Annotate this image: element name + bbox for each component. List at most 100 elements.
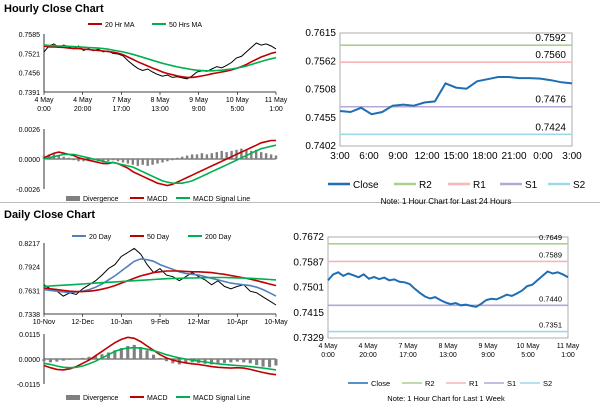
- hourly-pivots-x-tick-label: 6:00: [359, 151, 379, 162]
- hourly-pivots-legend-s1-label: S1: [525, 180, 538, 191]
- daily-price-series-close: [43, 247, 277, 306]
- legend-20hr-ma-label: 20 Hr MA: [105, 22, 135, 29]
- hourly-price-series-50-hrs-ma: [43, 44, 277, 72]
- hourly-pivots-note: Note: 1 Hour Chart for Last 24 Hours: [381, 197, 512, 206]
- legend-50hrs-ma-label: 50 Hrs MA: [169, 22, 202, 29]
- hourly-macd-histogram-bar: [200, 153, 204, 159]
- hourly-price-y-tick-label: 0.7585: [19, 32, 41, 39]
- daily-price-y-tick-label: 0.8217: [19, 241, 41, 248]
- hourly-price-x-tick-label: 9 May 9:00: [189, 97, 209, 113]
- hourly-macd-histogram-bar: [181, 156, 184, 159]
- daily-macd-histogram-bar: [132, 344, 136, 359]
- hourly-macd-y-tick-label: 0.0000: [19, 157, 41, 164]
- daily-macd-histogram-bar: [42, 359, 46, 362]
- hourly-macd-histogram-bar: [230, 150, 233, 159]
- hourly-pivots-y-tick-label: 0.7508: [305, 85, 336, 96]
- daily-pivots-level-label-r1: 0.7589: [539, 250, 562, 259]
- hourly-macd-histogram-bar: [260, 152, 263, 159]
- hourly-macd-series-macd: [43, 139, 276, 187]
- daily-pivots-legend-r1-label: R1: [469, 379, 479, 388]
- hourly-macd-histogram-bar: [166, 159, 169, 162]
- daily-price-x-tick-label: 10-Apr: [227, 319, 249, 326]
- daily-pivots-plot-frame: [327, 236, 569, 339]
- daily-macd-histogram-bar: [184, 359, 188, 364]
- daily-price-series-50-day: [43, 270, 277, 293]
- hourly-pivots-legend-r2-label: R2: [419, 180, 432, 191]
- daily-macd-histogram-bar: [210, 359, 214, 365]
- daily-macd-y-tick-label: -0.0115: [17, 382, 40, 389]
- daily-macd-histogram-bar: [113, 350, 117, 359]
- hourly-pivots-level-label-s2: 0.7424: [535, 122, 566, 133]
- hourly-macd-histogram-bar: [111, 159, 115, 161]
- daily-macd-histogram-bar: [81, 357, 85, 359]
- hourly-pivots-series-close: [339, 76, 573, 116]
- hourly-macd-y-tick-label: -0.0026: [16, 187, 40, 194]
- hourly-pivots-y-tick-label: 0.7402: [305, 141, 336, 152]
- daily-pivots-x-tick-label: 4 May 0:00: [318, 343, 338, 359]
- hourly-price-x-tick-label: 8 May 13:00: [150, 97, 170, 113]
- daily-macd-histogram-bar: [164, 359, 168, 362]
- hourly-macd-histogram-bar: [82, 159, 85, 162]
- hourly-macd-histogram-bar: [146, 159, 149, 166]
- legend-20-day-label: 20 Day: [89, 234, 112, 241]
- daily-pivots-x-tick-label: 8 May 13:00: [438, 343, 458, 359]
- hourly-pivots-level-label-s1: 0.7476: [535, 95, 566, 106]
- daily-pivots-level-label-s2: 0.7351: [539, 321, 562, 330]
- daily-pivots-y-tick-label: 0.7672: [293, 232, 324, 243]
- daily-macd-histogram-bar: [152, 354, 156, 359]
- hourly-pivots-x-tick-label: 18:00: [472, 151, 497, 162]
- daily-pivots-x-tick-label: 11 May 1:00: [557, 343, 580, 359]
- hourly-pivots-x-tick-label: 12:00: [414, 151, 439, 162]
- hourly-pivots-x-tick-label: 3:00: [330, 151, 350, 162]
- daily-macd-histogram-bar: [229, 359, 233, 363]
- hourly-macd-histogram-bar: [47, 154, 51, 159]
- hourly-macd-histogram-bar: [126, 159, 130, 164]
- daily-macd-histogram-bar: [145, 350, 149, 359]
- hourly-price-series-20-hr-ma: [43, 45, 277, 79]
- hourly-pivots-y-tick-label: 0.7455: [305, 113, 336, 124]
- daily-pivots-x-tick-label: 4 May 20:00: [358, 343, 378, 359]
- hourly-macd-legend-signal-label: MACD Signal Line: [193, 196, 250, 203]
- hourly-macd-histogram-bar: [210, 153, 213, 159]
- hourly-macd-histogram-bar: [72, 159, 75, 161]
- hourly-macd-histogram-bar: [220, 150, 223, 159]
- hourly-macd-legend-divergence-label: Divergence: [83, 196, 119, 203]
- daily-price-x-tick-label: 10-Jan: [111, 319, 133, 326]
- daily-macd-histogram-bar: [261, 359, 265, 367]
- hourly-pivots-legend-close-label: Close: [353, 180, 379, 191]
- daily-pivots-series-close: [327, 270, 569, 308]
- hourly-section-title: Hourly Close Chart: [4, 3, 104, 15]
- hourly-price-x-tick-label: 10 May 5:00: [226, 97, 249, 113]
- hourly-macd-histogram-bar: [269, 154, 273, 159]
- hourly-pivots-legend-s2-label: S2: [573, 180, 586, 191]
- daily-price-series-200-day: [43, 276, 277, 288]
- daily-macd-histogram-bar: [274, 359, 278, 366]
- daily-macd-histogram-bar: [94, 355, 98, 359]
- daily-pivots-note: Note: 1 Hour Chart for Last 1 Week: [387, 394, 505, 403]
- daily-price-x-tick-label: 9-Feb: [151, 319, 169, 326]
- daily-macd-histogram-bar: [268, 359, 272, 368]
- hourly-pivots-legend-r1-label: R1: [473, 180, 486, 191]
- hourly-macd-histogram-bar: [107, 159, 110, 162]
- hourly-macd-histogram-bar: [190, 154, 194, 159]
- legend-50-day-label: 50 Day: [147, 234, 170, 241]
- hourly-macd-y-tick-label: 0.0026: [19, 127, 41, 134]
- hourly-macd-histogram-bar: [121, 159, 125, 163]
- hourly-price-x-tick-label: 7 May 17:00: [112, 97, 132, 113]
- hourly-macd-histogram-bar: [264, 153, 268, 159]
- hourly-pivots-plot-frame: [339, 32, 573, 147]
- hourly-price-x-tick-label: 4 May 0:00: [34, 97, 54, 113]
- daily-pivots-legend-s2-label: S2: [543, 379, 552, 388]
- hourly-macd-histogram-bar: [62, 156, 65, 159]
- hourly-macd-histogram-bar: [250, 150, 253, 159]
- hourly-pivots-y-tick-label: 0.7615: [305, 28, 336, 39]
- daily-macd-histogram-bar: [48, 359, 52, 363]
- daily-macd-histogram-bar: [119, 348, 123, 359]
- daily-pivots-legend-r2-label: R2: [425, 379, 435, 388]
- hourly-price-y-tick-label: 0.7521: [19, 51, 41, 58]
- daily-macd-histogram-bar: [248, 359, 252, 364]
- hourly-macd-legend-macd-label: MACD: [147, 196, 168, 203]
- hourly-macd-histogram-bar: [131, 159, 134, 165]
